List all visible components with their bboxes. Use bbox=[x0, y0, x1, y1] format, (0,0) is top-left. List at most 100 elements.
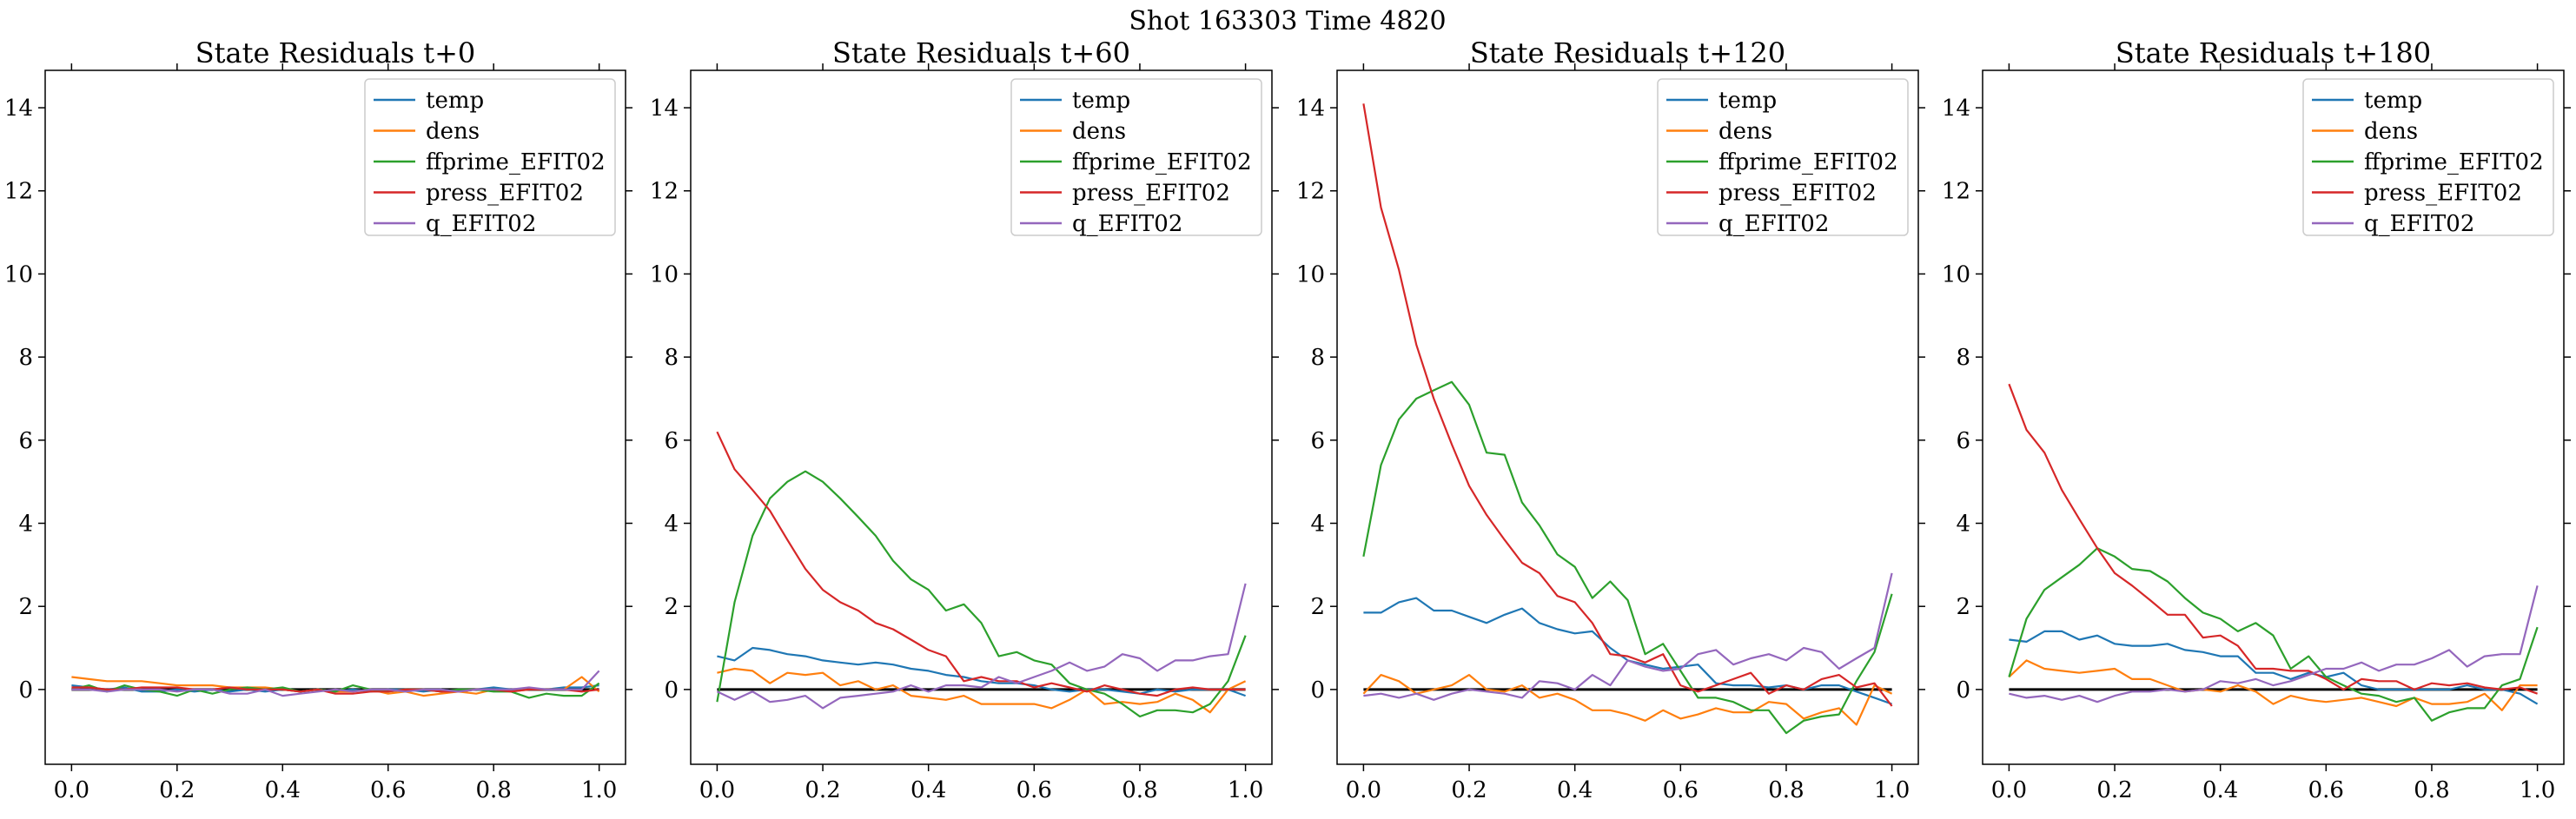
legend-label: ffprime_EFIT02 bbox=[426, 149, 606, 175]
x-tick-label: 0.4 bbox=[2202, 777, 2238, 803]
legend-label: dens bbox=[1718, 119, 1772, 145]
y-tick-label: 2 bbox=[664, 594, 679, 620]
series-line-q-efit02 bbox=[2009, 585, 2539, 703]
y-tick-label: 0 bbox=[664, 677, 679, 703]
y-tick-label: 0 bbox=[1310, 677, 1325, 703]
legend-label: dens bbox=[2364, 119, 2418, 145]
legend-box bbox=[364, 78, 616, 236]
x-tick-label: 0.6 bbox=[2308, 777, 2344, 803]
axes-frame bbox=[690, 69, 1273, 765]
chart-panel-4: State Residuals t+180 0.0 0.2 0.4 0.6 0.8 1.0 0… bbox=[1942, 36, 2571, 803]
x-tick-label: 0.6 bbox=[1663, 777, 1699, 803]
series-line-temp bbox=[2009, 630, 2539, 705]
legend-box bbox=[2302, 78, 2554, 236]
y-tick-label: 2 bbox=[1956, 594, 1970, 620]
series-line-press-efit02 bbox=[716, 431, 1246, 697]
x-tick-label: 0.4 bbox=[911, 777, 946, 803]
series-line-press-efit02 bbox=[1362, 103, 1893, 707]
x-tick-label: 0.2 bbox=[805, 777, 840, 803]
series-line-q-efit02 bbox=[71, 670, 600, 697]
series-line-press-efit02 bbox=[71, 686, 599, 695]
y-tick-label: 12 bbox=[1296, 179, 1325, 205]
legend-label: ffprime_EFIT02 bbox=[2364, 149, 2544, 175]
y-tick-label: 14 bbox=[1942, 96, 1970, 122]
x-tick-label: 0.0 bbox=[699, 777, 735, 803]
y-tick-label: 10 bbox=[4, 261, 33, 287]
y-tick-label: 8 bbox=[18, 345, 33, 371]
y-tick-label: 14 bbox=[1296, 96, 1325, 122]
series-line-dens bbox=[717, 667, 1247, 714]
series-line-q-efit02 bbox=[716, 583, 1247, 710]
chart-title: State Residuals t+0 bbox=[195, 36, 476, 69]
legend-label: ffprime_EFIT02 bbox=[1718, 149, 1898, 175]
x-tick-label: 0.8 bbox=[2414, 777, 2449, 803]
y-tick-label: 4 bbox=[18, 512, 33, 538]
y-tick-label: 8 bbox=[1956, 345, 1970, 371]
x-tick-label: 0.8 bbox=[476, 777, 512, 803]
y-tick-label: 14 bbox=[650, 96, 679, 122]
y-tick-label: 10 bbox=[650, 261, 679, 287]
series-line-dens bbox=[2008, 659, 2538, 711]
chart-panel-3: State Residuals t+120 0.0 0.2 0.4 0.6 0.8 1.0 0… bbox=[1296, 36, 1925, 803]
legend-label: q_EFIT02 bbox=[1072, 211, 1182, 237]
y-tick-label: 6 bbox=[1310, 428, 1325, 454]
y-tick-label: 10 bbox=[1942, 261, 1970, 287]
x-tick-label: 0.0 bbox=[54, 777, 89, 803]
x-tick-label: 0.0 bbox=[1991, 777, 2027, 803]
legend-label: temp bbox=[2364, 88, 2422, 114]
chart-panel-2: State Residuals t+60 0.0 0.2 0.4 0.6 0.8 1.0 0 2… bbox=[650, 36, 1279, 803]
chart-title: State Residuals t+180 bbox=[2116, 36, 2431, 69]
y-tick-label: 10 bbox=[1296, 261, 1325, 287]
y-tick-label: 4 bbox=[1310, 512, 1325, 538]
y-tick-label: 6 bbox=[1956, 428, 1970, 454]
x-tick-label: 0.4 bbox=[1557, 777, 1593, 803]
x-tick-label: 1.0 bbox=[2520, 777, 2555, 803]
series-line-dens bbox=[1362, 673, 1893, 726]
y-tick-label: 2 bbox=[1310, 594, 1325, 620]
x-tick-label: 1.0 bbox=[1874, 777, 1910, 803]
y-tick-label: 12 bbox=[1942, 179, 1970, 205]
x-tick-label: 1.0 bbox=[1228, 777, 1263, 803]
figure-suptitle: Shot 163303 Time 4820 bbox=[1129, 6, 1446, 36]
x-tick-label: 0.2 bbox=[159, 777, 195, 803]
series-line-temp bbox=[717, 646, 1246, 697]
series-line-ffprime-efit02 bbox=[716, 470, 1247, 718]
axes-frame bbox=[1336, 69, 1919, 765]
legend-label: q_EFIT02 bbox=[2364, 211, 2474, 237]
y-tick-label: 0 bbox=[18, 677, 33, 703]
y-tick-label: 8 bbox=[1310, 345, 1325, 371]
legend-label: press_EFIT02 bbox=[1718, 181, 1877, 207]
axes-frame bbox=[44, 69, 626, 765]
legend-label: dens bbox=[426, 119, 480, 145]
legend-label: temp bbox=[1718, 88, 1777, 114]
y-tick-label: 0 bbox=[1956, 677, 1970, 703]
x-tick-label: 0.0 bbox=[1346, 777, 1381, 803]
x-tick-label: 0.6 bbox=[370, 777, 406, 803]
y-tick-label: 12 bbox=[4, 179, 33, 205]
series-line-q-efit02 bbox=[1363, 572, 1893, 701]
legend-label: ffprime_EFIT02 bbox=[1072, 149, 1252, 175]
y-tick-label: 6 bbox=[18, 428, 33, 454]
legend-label: dens bbox=[1072, 119, 1126, 145]
x-tick-label: 0.6 bbox=[1016, 777, 1052, 803]
legend-label: press_EFIT02 bbox=[1072, 181, 1230, 207]
legend-box bbox=[1010, 78, 1262, 236]
x-tick-label: 0.2 bbox=[2096, 777, 2132, 803]
y-tick-label: 6 bbox=[664, 428, 679, 454]
legend-label: q_EFIT02 bbox=[426, 211, 536, 237]
axes-frame bbox=[1982, 69, 2565, 765]
legend-label: q_EFIT02 bbox=[1718, 211, 1829, 237]
x-tick-label: 0.8 bbox=[1768, 777, 1804, 803]
y-tick-label: 4 bbox=[664, 512, 679, 538]
y-tick-label: 8 bbox=[664, 345, 679, 371]
legend-label: press_EFIT02 bbox=[2364, 181, 2522, 207]
legend-label: temp bbox=[426, 88, 484, 114]
y-tick-label: 12 bbox=[650, 179, 679, 205]
series-line-ffprime-efit02 bbox=[1362, 380, 1893, 735]
x-tick-label: 1.0 bbox=[581, 777, 617, 803]
series-line-press-efit02 bbox=[2008, 383, 2538, 695]
y-tick-label: 4 bbox=[1956, 512, 1970, 538]
x-tick-label: 0.2 bbox=[1451, 777, 1487, 803]
x-tick-label: 0.4 bbox=[265, 777, 301, 803]
